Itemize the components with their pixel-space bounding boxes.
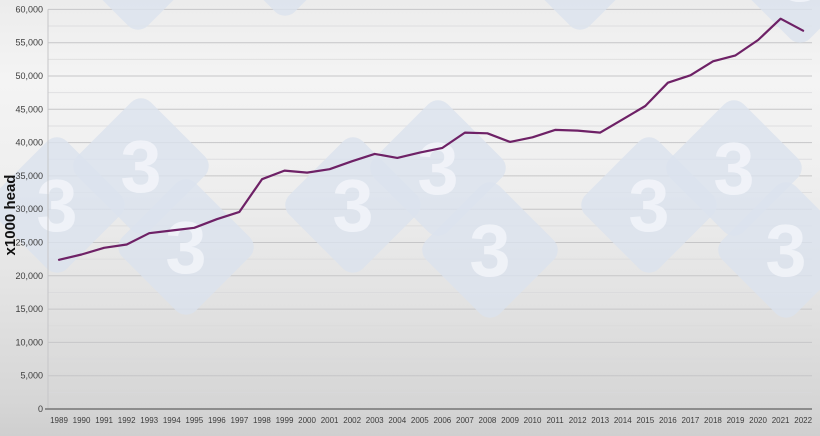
watermark-3-glyph: 3	[36, 164, 77, 247]
x-tick-label: 2010	[524, 416, 542, 425]
x-tick-label: 1994	[163, 416, 181, 425]
y-tick-label: 50,000	[15, 71, 43, 81]
x-tick-label: 2021	[772, 416, 790, 425]
x-tick-label: 1996	[208, 416, 226, 425]
x-tick-label: 2011	[546, 416, 564, 425]
x-tick-label: 2008	[479, 416, 497, 425]
x-tick-label: 2000	[298, 416, 316, 425]
watermark-3-glyph: 3	[713, 127, 754, 210]
watermark-3-glyph: 3	[120, 125, 161, 208]
y-tick-label: 25,000	[15, 238, 43, 248]
y-tick-label: 5,000	[20, 371, 43, 381]
watermark-diamond: 3	[512, 0, 648, 30]
watermark-3-glyph: 3	[765, 209, 806, 292]
x-tick-label: 1990	[73, 416, 91, 425]
x-tick-label: 2001	[321, 416, 339, 425]
watermark-3-glyph: 3	[469, 209, 510, 292]
watermark-diamond: 3	[217, 0, 353, 16]
x-tick-label: 2007	[456, 416, 474, 425]
x-tick-label: 2004	[388, 416, 406, 425]
series-polyline	[57, 17, 805, 261]
x-tick-label: 2014	[614, 416, 632, 425]
x-tick-label: 1992	[118, 416, 136, 425]
y-tick-label: 60,000	[15, 4, 43, 14]
x-tick-label: 1995	[185, 416, 203, 425]
watermark-333-logo: 3333333333333	[0, 0, 820, 318]
x-tick-label: 2022	[794, 416, 812, 425]
y-tick-label: 55,000	[15, 38, 43, 48]
watermark-3-glyph: 3	[117, 0, 158, 4]
x-tick-label: 2018	[704, 416, 722, 425]
x-tick-label: 1993	[140, 416, 158, 425]
x-tick-label: 1999	[276, 416, 294, 425]
x-tick-label: 2012	[569, 416, 587, 425]
x-tick-label: 2013	[591, 416, 609, 425]
y-tick-label: 20,000	[15, 271, 43, 281]
x-tick-label: 1989	[50, 416, 68, 425]
watermark-3-glyph: 3	[559, 0, 600, 4]
y-tick-label: 40,000	[15, 138, 43, 148]
x-tick-label: 2019	[727, 416, 745, 425]
data-series-line	[57, 17, 805, 261]
axis-lines	[45, 9, 812, 410]
x-tick-label: 2009	[501, 416, 519, 425]
y-tick-label: 45,000	[15, 104, 43, 114]
x-tick-label: 1998	[253, 416, 271, 425]
x-tick-label: 2016	[659, 416, 677, 425]
x-tick-label: 2006	[433, 416, 451, 425]
y-axis-title: x1000 head	[2, 175, 19, 256]
y-axis-tick-labels: 0 5,000 10,000 15,000 20,000 25,000 30,000 35,0…	[15, 4, 43, 414]
watermark-3-glyph: 3	[332, 164, 373, 247]
x-tick-label: 2015	[636, 416, 654, 425]
watermark-3-glyph: 3	[417, 127, 458, 210]
watermark-3-glyph: 3	[628, 164, 669, 247]
x-tick-label: 1997	[231, 416, 249, 425]
watermark-diamond: 3	[732, 0, 820, 43]
x-axis-year-labels: 1989 1990 1991 1992 1993 1994 1995 1996 1997 1998…	[50, 416, 812, 425]
watermark-diamond: 3	[118, 179, 254, 315]
y-tick-label: 35,000	[15, 171, 43, 181]
watermark-3-glyph: 3	[165, 206, 206, 289]
y-tick-label: 10,000	[15, 337, 43, 347]
x-tick-label: 2005	[411, 416, 429, 425]
watermark-diamond: 3	[70, 0, 206, 30]
watermark-diamond: 3	[422, 182, 558, 318]
x-tick-label: 2017	[682, 416, 700, 425]
x-tick-label: 2003	[366, 416, 384, 425]
x-tick-label: 1991	[95, 416, 113, 425]
x-tick-label: 2002	[343, 416, 361, 425]
y-tick-label: 0	[38, 404, 43, 414]
y-tick-label: 30,000	[15, 204, 43, 214]
watermark-3-glyph: 3	[779, 0, 820, 17]
x-tick-label: 2020	[749, 416, 767, 425]
y-tick-label: 15,000	[15, 304, 43, 314]
watermark-diamond: 3	[370, 100, 506, 236]
